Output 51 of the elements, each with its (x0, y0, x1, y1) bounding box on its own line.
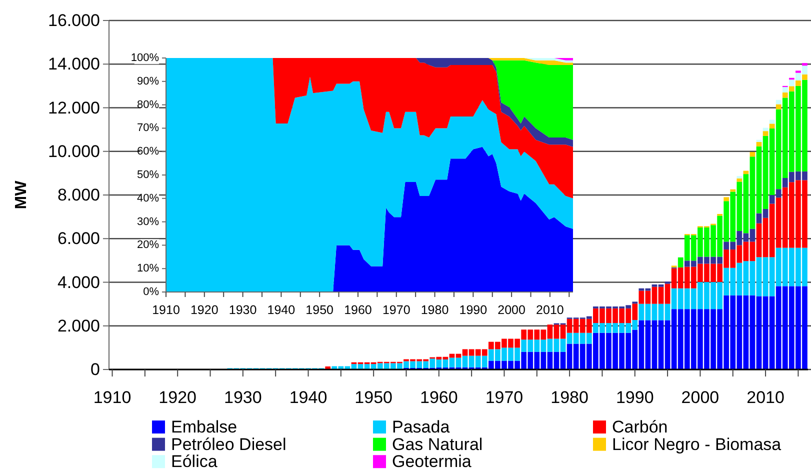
legend-label: Pasada (392, 418, 450, 436)
x-tick-label: 1990 (616, 388, 654, 407)
y-axis-title: MW (13, 180, 30, 210)
x-tick-label: 2010 (746, 388, 784, 407)
legend-label: Embalse (171, 418, 238, 436)
y-tick-label: 14.000 (48, 54, 100, 74)
y-tick-label: 100% (130, 52, 160, 64)
x-tick-label: 1930 (228, 303, 257, 317)
legend-label: Eólica (171, 452, 218, 471)
x-tick-label: 1930 (224, 388, 262, 407)
x-tick-label: 1980 (550, 388, 588, 407)
x-tick-label: 1910 (152, 303, 180, 317)
y-tick-label: 0% (143, 286, 160, 298)
y-tick-label: 10.000 (48, 142, 100, 161)
x-tick-label: 1960 (420, 388, 458, 407)
y-tick-label: 60% (136, 146, 160, 158)
y-tick-label: 90% (136, 75, 160, 88)
y-tick-label: 0 (90, 360, 100, 379)
x-tick-label: 2000 (498, 303, 526, 317)
legend-label: Petróleo Diesel (171, 434, 286, 454)
x-tick-label: 1920 (190, 303, 218, 317)
y-tick-label: 50% (136, 169, 160, 181)
x-tick-label: 1970 (382, 303, 410, 317)
x-tick-label: 2010 (536, 303, 564, 317)
y-tick-label: 40% (136, 192, 160, 204)
x-tick-label: 1980 (420, 303, 449, 317)
y-tick-label: 20% (136, 239, 160, 252)
y-tick-label: 16.000 (48, 11, 100, 30)
y-tick-label: 12.000 (48, 98, 100, 118)
x-tick-label: 1910 (93, 388, 132, 407)
y-tick-label: 8.000 (57, 186, 100, 204)
x-tick-label: 1940 (289, 388, 328, 407)
legend-label: Licor Negro - Biomasa (612, 434, 782, 454)
y-tick-label: 10% (136, 262, 160, 275)
x-tick-label: 1940 (267, 303, 296, 317)
x-tick-label: 1970 (485, 388, 524, 407)
legend-label: Gas Natural (392, 434, 483, 454)
y-tick-label: 70% (136, 122, 160, 134)
legend-label: Geotermia (392, 452, 472, 471)
x-tick-label: 1920 (158, 388, 197, 407)
x-tick-label: 1960 (344, 303, 372, 317)
legend-label: Carbón (612, 418, 668, 436)
x-tick-label: 1990 (459, 303, 488, 317)
x-tick-label: 1950 (306, 303, 334, 317)
x-tick-label: 2000 (681, 388, 720, 407)
x-tick-label: 1950 (354, 388, 392, 407)
y-tick-label: 80% (136, 98, 160, 111)
y-tick-label: 6.000 (57, 229, 100, 248)
y-tick-label: 30% (136, 216, 160, 228)
y-tick-label: 2.000 (57, 316, 100, 336)
y-tick-label: 4.000 (57, 272, 100, 292)
